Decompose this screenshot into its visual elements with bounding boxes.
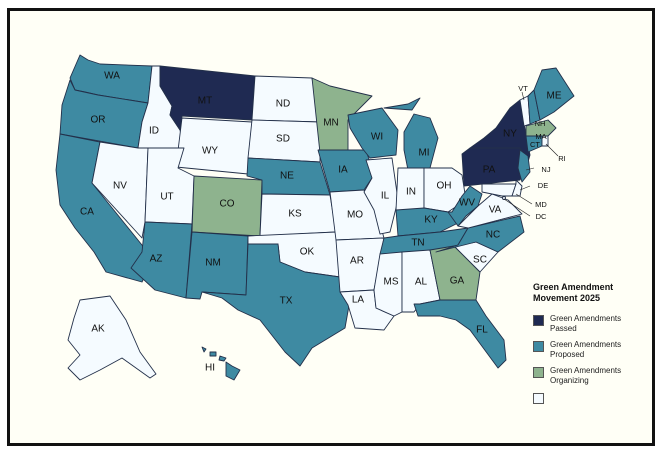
label-NY: NY: [503, 129, 517, 140]
label-OH: OH: [437, 181, 452, 192]
label-HI: HI: [205, 363, 215, 374]
label-PA: PA: [483, 165, 496, 176]
state-HI[interactable]: [201, 346, 241, 381]
label-SD: SD: [276, 134, 290, 145]
legend-item-none: [533, 392, 643, 404]
label-DC: DC: [536, 212, 547, 221]
label-CO: CO: [220, 199, 235, 210]
label-IL: IL: [381, 191, 390, 202]
label-AZ: AZ: [150, 254, 163, 265]
state-DE[interactable]: [511, 179, 523, 197]
label-KY: KY: [424, 215, 438, 226]
label-NC: NC: [486, 230, 500, 241]
leader-md: [515, 193, 533, 205]
legend-item-proposed: Green Amendments Proposed: [533, 340, 643, 360]
state-AK[interactable]: [67, 295, 157, 381]
label-OR: OR: [91, 115, 106, 126]
leader-ri: [545, 143, 559, 157]
label-AR: AR: [350, 256, 364, 267]
legend-label-organizing: Green Amendments Organizing: [550, 366, 622, 385]
label-GA: GA: [450, 276, 465, 287]
label-CA: CA: [80, 207, 94, 218]
label-CT: CT: [530, 140, 540, 149]
label-VT: VT: [518, 84, 528, 93]
label-ME: ME: [547, 91, 562, 102]
state-WI[interactable]: [347, 107, 399, 159]
label-MT: MT: [198, 96, 212, 107]
label-WA: WA: [104, 71, 120, 82]
legend-item-passed: Green Amendments Passed: [533, 314, 643, 334]
legend-swatch-organizing: [533, 367, 544, 378]
label-NM: NM: [205, 258, 221, 269]
state-NC[interactable]: [435, 215, 525, 253]
label-AL: AL: [415, 277, 428, 288]
state-MI[interactable]: [383, 97, 439, 171]
label-NJ: NJ: [541, 165, 550, 174]
label-AK: AK: [91, 324, 105, 335]
label-FL: FL: [476, 325, 488, 336]
label-MD: MD: [535, 200, 547, 209]
label-TN: TN: [411, 238, 424, 249]
label-NH: NH: [535, 119, 546, 128]
label-RI: RI: [558, 154, 566, 163]
label-VA: VA: [489, 205, 502, 216]
label-WV: WV: [459, 198, 475, 209]
state-WV[interactable]: [447, 185, 483, 227]
label-MA: MA: [535, 132, 546, 141]
label-DE: DE: [538, 181, 548, 190]
label-KS: KS: [288, 209, 302, 220]
state-NJ[interactable]: [517, 149, 531, 183]
label-TX: TX: [280, 296, 293, 307]
legend-label-proposed: Green Amendments Proposed: [550, 340, 622, 359]
label-MN: MN: [323, 118, 339, 129]
legend-swatch-none: [533, 393, 544, 404]
map-legend: Green Amendment Movement 2025 Green Amen…: [533, 282, 643, 410]
label-SC: SC: [473, 255, 487, 266]
leader-dc: [503, 198, 531, 217]
label-WI: WI: [371, 132, 383, 143]
state-ME[interactable]: [533, 67, 575, 121]
label-WY: WY: [202, 146, 218, 157]
state-DC[interactable]: [502, 196, 506, 200]
legend-item-organizing: Green Amendments Organizing: [533, 366, 643, 386]
label-IN: IN: [406, 187, 416, 198]
label-IA: IA: [338, 165, 348, 176]
legend-label-passed: Green Amendments Passed: [550, 314, 622, 333]
label-LA: LA: [352, 295, 365, 306]
label-NV: NV: [113, 181, 127, 192]
label-UT: UT: [160, 192, 173, 203]
leader-nj: [525, 167, 535, 171]
legend-swatch-passed: [533, 315, 544, 326]
legend-title: Green Amendment Movement 2025: [533, 282, 614, 303]
leader-vt: [521, 91, 525, 101]
legend-swatch-proposed: [533, 341, 544, 352]
label-ID: ID: [149, 126, 159, 137]
state-FL[interactable]: [413, 299, 507, 369]
state-MA[interactable]: [525, 119, 557, 137]
state-MD[interactable]: [481, 183, 517, 197]
label-OK: OK: [300, 247, 315, 258]
leader-de: [519, 185, 531, 191]
label-MI: MI: [418, 148, 429, 159]
label-MS: MS: [384, 277, 399, 288]
state-IL[interactable]: [363, 157, 399, 235]
label-ND: ND: [276, 99, 290, 110]
state-TX[interactable]: [201, 243, 351, 367]
label-MO: MO: [347, 210, 363, 221]
label-NE: NE: [280, 171, 294, 182]
